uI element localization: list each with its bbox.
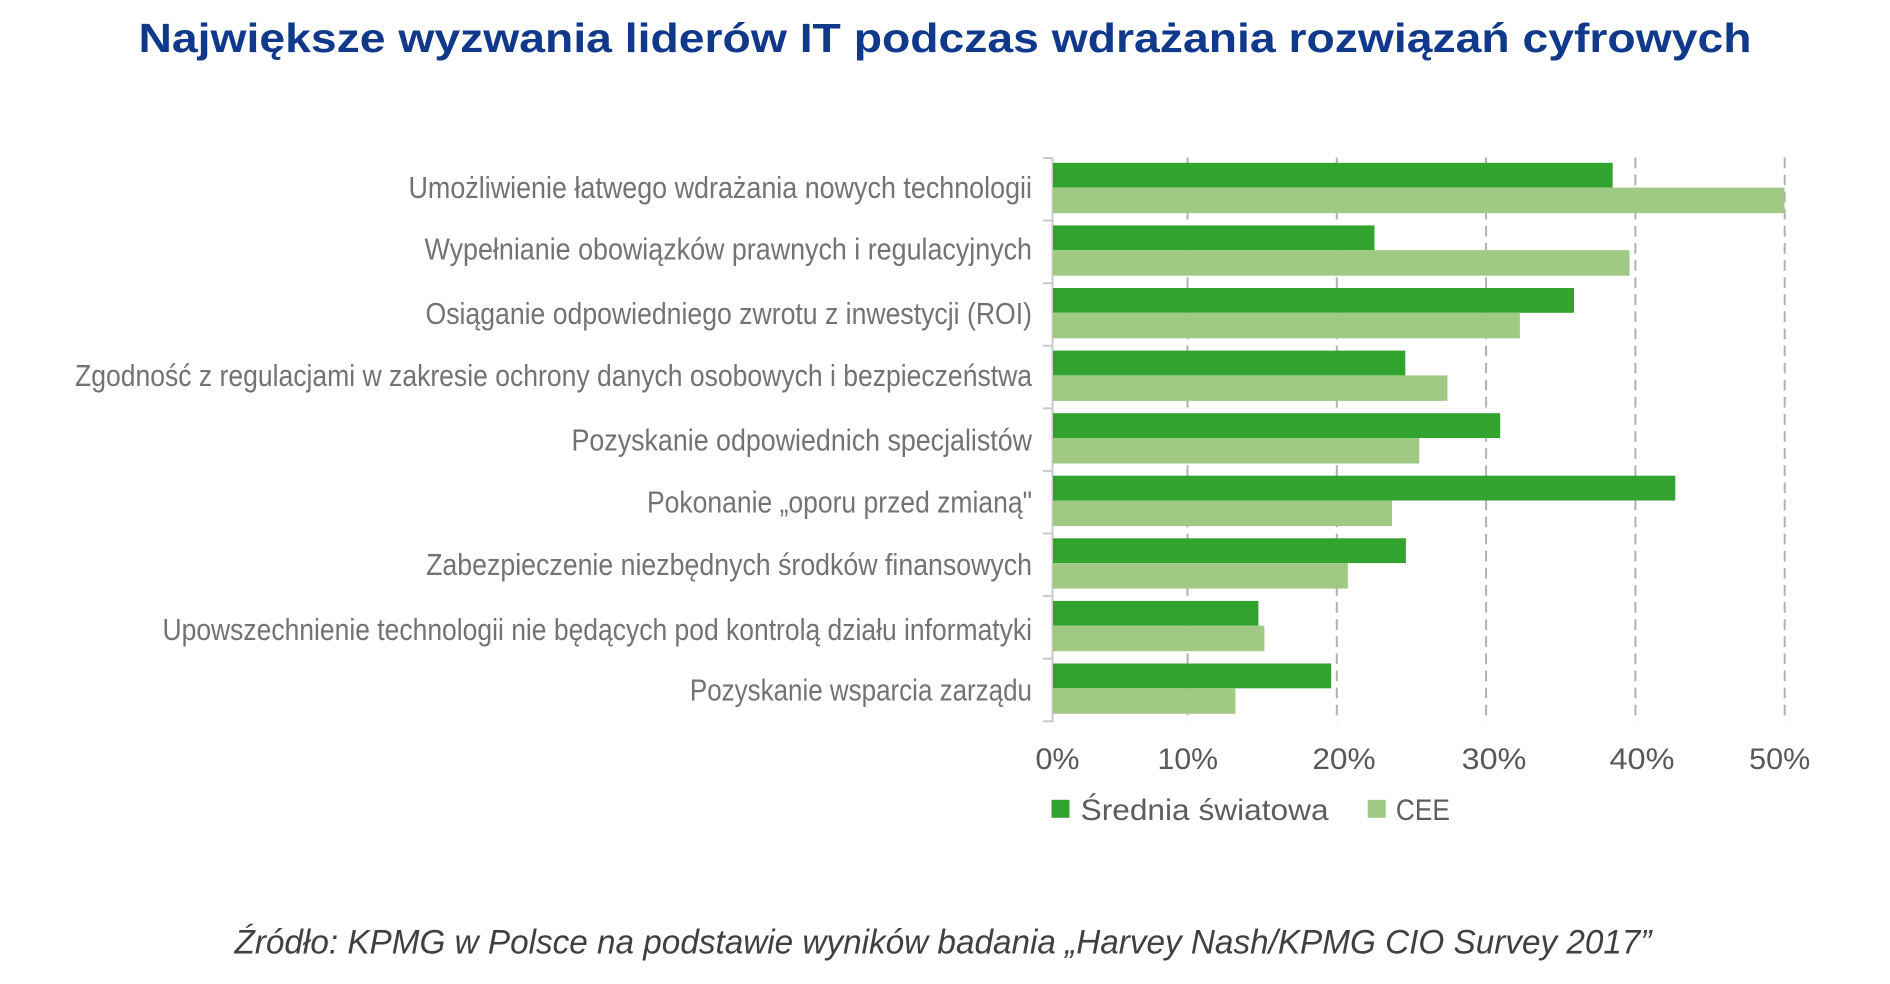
svg-text:Osiąganie odpowiedniego zwrotu: Osiąganie odpowiedniego zwrotu z inwesty… xyxy=(426,296,1033,331)
svg-text:50%: 50% xyxy=(1749,743,1810,776)
svg-text:10%: 10% xyxy=(1158,743,1219,776)
svg-text:0%: 0% xyxy=(1036,743,1080,776)
svg-text:Średnia światowa: Średnia światowa xyxy=(1081,793,1329,827)
svg-text:20%: 20% xyxy=(1312,743,1375,776)
svg-text:40%: 40% xyxy=(1610,743,1675,776)
svg-text:Pozyskanie odpowiednich specja: Pozyskanie odpowiednich specjalistów xyxy=(572,422,1033,457)
svg-text:Zgodność z regulacjami w zakre: Zgodność z regulacjami w zakresie ochron… xyxy=(75,358,1033,393)
svg-text:Źródło: KPMG w Polsce na podst: Źródło: KPMG w Polsce na podstawie wynik… xyxy=(234,924,1654,962)
svg-text:Zabezpieczenie niezbędnych śro: Zabezpieczenie niezbędnych środków finan… xyxy=(426,547,1032,582)
svg-text:Największe wyzwania liderów IT: Największe wyzwania liderów IT podczas w… xyxy=(139,15,1752,61)
svg-text:Pokonanie „oporu przed zmianą": Pokonanie „oporu przed zmianą" xyxy=(647,484,1032,519)
svg-text:Wypełnianie obowiązków prawnyc: Wypełnianie obowiązków prawnych i regula… xyxy=(425,231,1033,266)
svg-text:30%: 30% xyxy=(1462,743,1527,776)
svg-text:Upowszechnienie technologii ni: Upowszechnienie technologii nie będących… xyxy=(163,612,1033,647)
svg-text:CEE: CEE xyxy=(1396,794,1450,827)
svg-text:Pozyskanie wsparcia zarządu: Pozyskanie wsparcia zarządu xyxy=(690,673,1032,708)
svg-text:Umożliwienie łatwego wdrażania: Umożliwienie łatwego wdrażania nowych te… xyxy=(409,170,1033,205)
